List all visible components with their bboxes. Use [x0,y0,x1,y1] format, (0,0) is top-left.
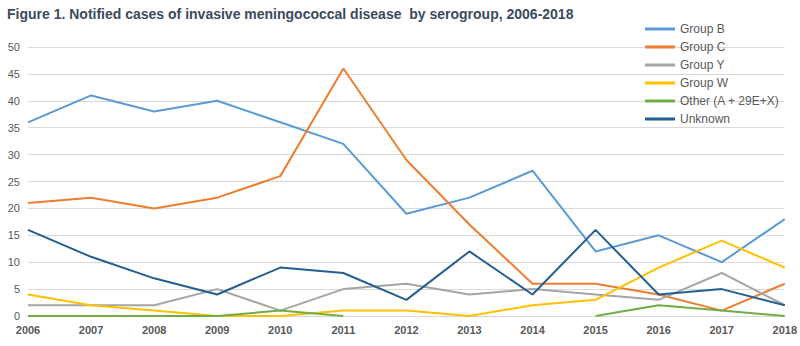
svg-text:2017: 2017 [709,324,733,336]
svg-text:15: 15 [8,229,20,241]
svg-text:Group B: Group B [680,22,725,36]
svg-text:2009: 2009 [205,324,229,336]
svg-text:2015: 2015 [583,324,607,336]
svg-text:50: 50 [8,41,20,53]
svg-text:20: 20 [8,202,20,214]
svg-text:2008: 2008 [142,324,166,336]
svg-text:0: 0 [14,310,20,322]
svg-text:Group Y: Group Y [680,58,724,72]
svg-text:30: 30 [8,149,20,161]
svg-text:Unknown: Unknown [680,112,730,126]
svg-text:2012: 2012 [394,324,418,336]
svg-text:2011: 2011 [331,324,355,336]
svg-text:Other (A + 29E+X): Other (A + 29E+X) [680,94,779,108]
svg-text:2013: 2013 [457,324,481,336]
svg-text:45: 45 [8,68,20,80]
svg-text:Group W: Group W [680,76,729,90]
svg-text:2016: 2016 [646,324,670,336]
svg-text:10: 10 [8,256,20,268]
svg-text:40: 40 [8,95,20,107]
svg-text:2006: 2006 [16,324,40,336]
svg-text:2014: 2014 [520,324,545,336]
svg-text:Group C: Group C [680,40,726,54]
svg-text:5: 5 [14,283,20,295]
svg-text:Figure 1. Notified cases of in: Figure 1. Notified cases of invasive men… [7,6,574,22]
svg-text:2010: 2010 [268,324,292,336]
svg-text:2018: 2018 [773,324,797,336]
svg-text:25: 25 [8,176,20,188]
svg-text:2007: 2007 [79,324,103,336]
svg-text:35: 35 [8,122,20,134]
